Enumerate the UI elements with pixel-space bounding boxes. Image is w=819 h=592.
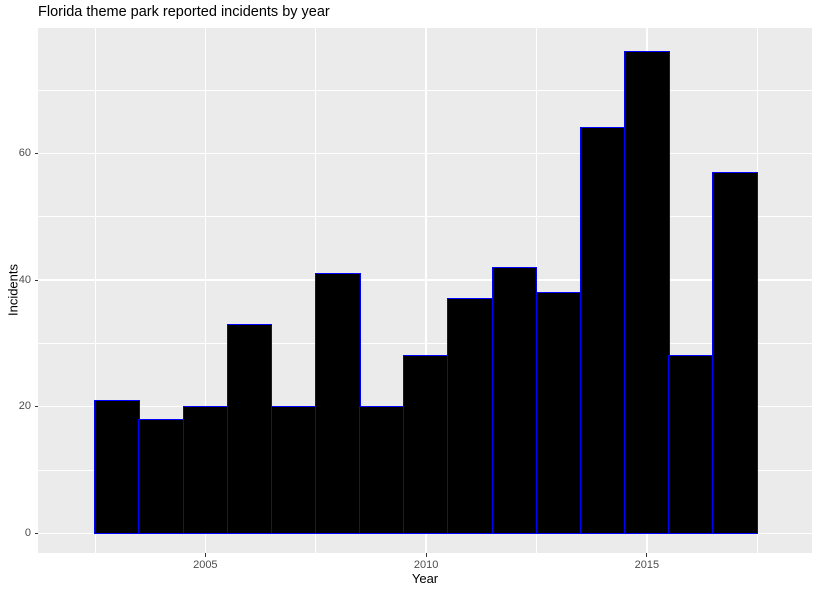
bar — [535, 291, 582, 535]
y-minor-gridline — [38, 89, 812, 91]
y-minor-gridline — [38, 343, 812, 344]
y-tick-label: 0 — [24, 526, 31, 539]
y-tick-mark — [34, 279, 38, 281]
bar — [624, 51, 670, 535]
y-axis-title: Incidents — [5, 263, 21, 317]
y-tick-label: 60 — [18, 146, 31, 159]
x-major-gridline — [204, 28, 206, 553]
x-tick-label: 2015 — [634, 559, 660, 571]
bar — [359, 405, 405, 535]
x-tick-mark — [425, 553, 427, 557]
bar — [94, 399, 140, 535]
y-major-gridline — [38, 152, 812, 155]
bar — [226, 323, 273, 535]
y-tick-mark — [34, 152, 38, 154]
bar — [447, 298, 494, 535]
x-tick-label: 2005 — [193, 559, 218, 571]
bar — [668, 355, 714, 535]
x-tick-mark — [646, 553, 648, 557]
y-minor-gridline — [38, 216, 812, 218]
y-tick-label: 20 — [18, 400, 31, 413]
y-tick-mark — [34, 406, 38, 408]
x-axis-title: Year — [411, 571, 439, 586]
bar — [579, 127, 626, 535]
plot-panel — [38, 28, 812, 553]
x-tick-label: 2010 — [413, 559, 439, 571]
bar — [712, 171, 758, 535]
chart-title: Florida theme park reported incidents by… — [38, 4, 330, 20]
x-major-gridline — [425, 28, 427, 553]
bar — [182, 405, 229, 535]
bar — [491, 266, 538, 535]
bar — [314, 272, 361, 535]
y-major-gridline — [38, 279, 812, 281]
bar — [138, 418, 184, 535]
y-tick-mark — [34, 532, 38, 534]
bar — [270, 405, 317, 535]
y-tick-label: 40 — [18, 273, 31, 286]
x-minor-gridline — [94, 28, 96, 553]
x-tick-mark — [204, 553, 206, 557]
bar — [403, 355, 449, 535]
